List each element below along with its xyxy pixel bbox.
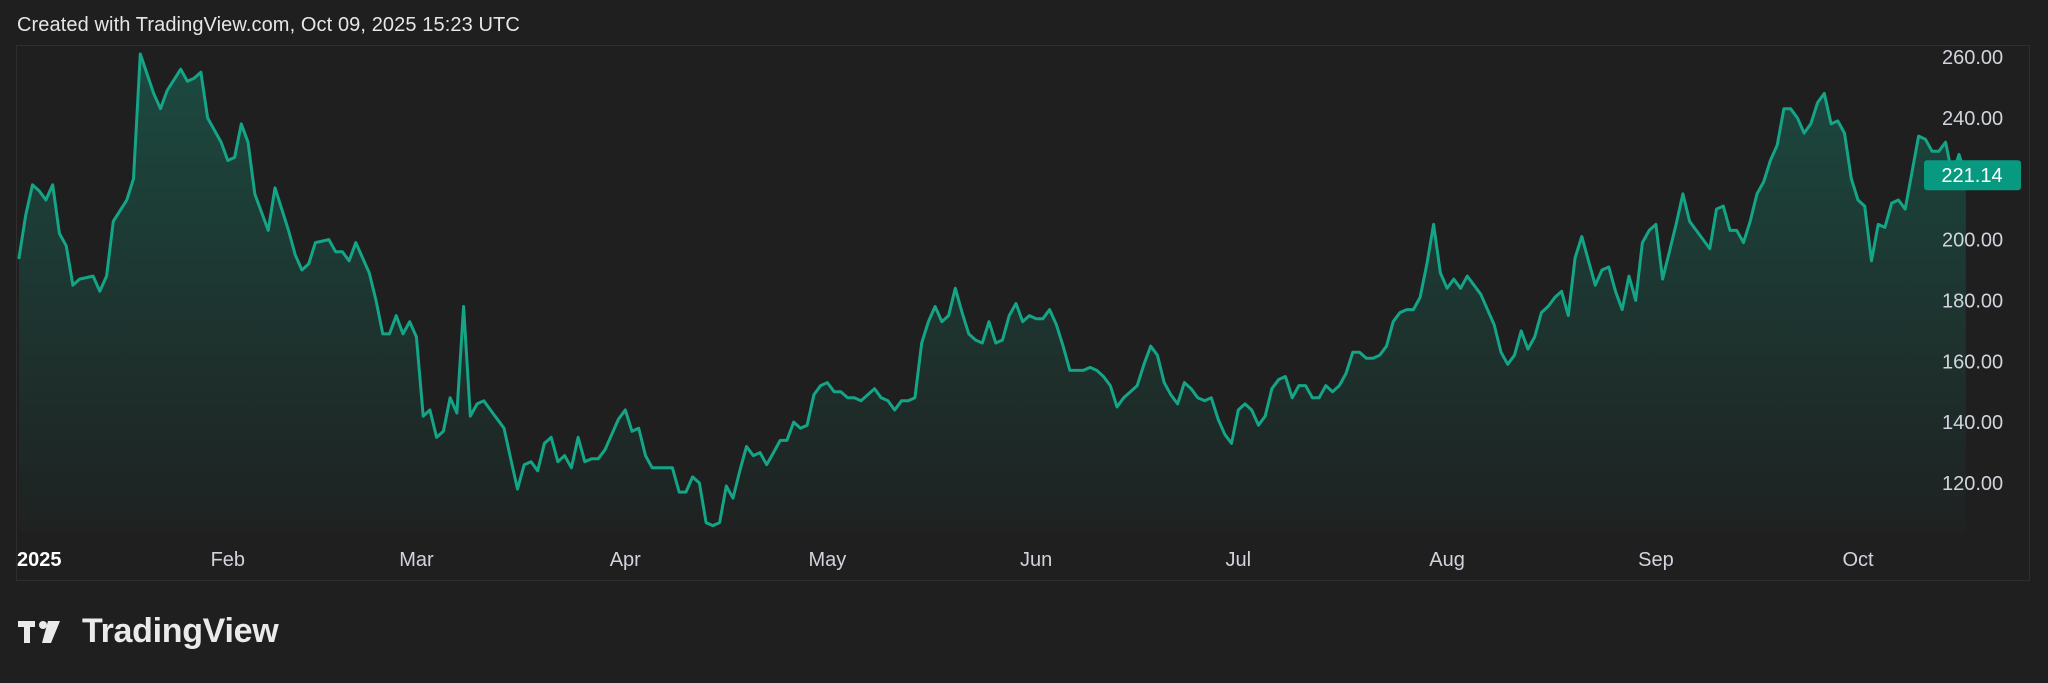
last-price-badge: 221.14 [1924, 160, 2021, 191]
brand[interactable]: TradingView [18, 612, 279, 651]
y-tick-label: 240.00 [1942, 108, 2003, 130]
y-tick-label: 260.00 [1942, 47, 2003, 69]
y-tick-label: 160.00 [1942, 351, 2003, 373]
y-axis-ticks: 260.00 240.00 200.00 180.00 160.00 140.00 120.… [1942, 47, 2003, 495]
last-price-label: 221.14 [1941, 165, 2002, 187]
price-chart[interactable]: 260.00 240.00 200.00 180.00 160.00 140.00 120.… [0, 0, 2048, 600]
y-tick-label: 140.00 [1942, 412, 2003, 434]
y-tick-label: 180.00 [1942, 290, 2003, 312]
price-area-fill [19, 54, 1966, 532]
x-tick-label: Jul [1225, 549, 1251, 571]
x-tick-label: Apr [610, 549, 641, 571]
x-tick-label: Sep [1638, 549, 1674, 571]
y-tick-label: 120.00 [1942, 473, 2003, 495]
x-tick-label: Oct [1842, 549, 1874, 571]
x-tick-label: May [808, 549, 846, 571]
tradingview-logo-icon [18, 620, 60, 643]
brand-name: TradingView [82, 612, 279, 650]
chart-frame [16, 45, 2030, 581]
price-line [17, 52, 1968, 528]
y-tick-label: 200.00 [1942, 230, 2003, 252]
x-tick-label: Mar [399, 549, 434, 571]
chart-created-note: Created with TradingView.com, Oct 09, 20… [17, 14, 520, 36]
x-tick-label: Feb [211, 549, 245, 571]
x-tick-label: Aug [1429, 549, 1465, 571]
last-price-badge-bg [1924, 160, 2021, 191]
x-axis-ticks: 2025 Feb Mar Apr May Jun Jul Aug Sep Oct [17, 549, 1874, 571]
x-tick-label: 2025 [17, 549, 62, 571]
x-tick-label: Jun [1020, 549, 1052, 571]
